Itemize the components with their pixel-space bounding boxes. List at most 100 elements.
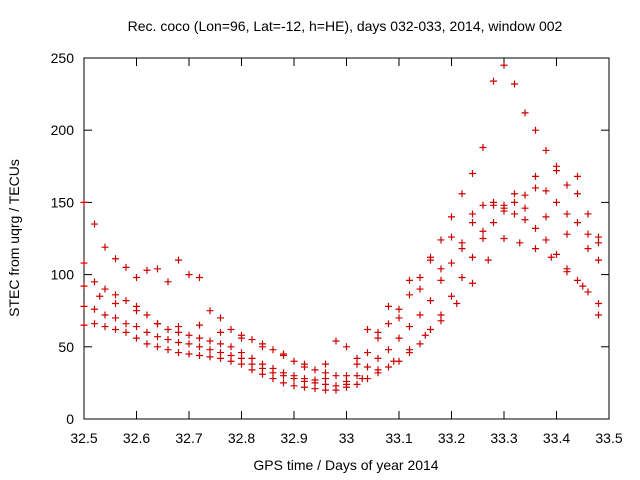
data-point — [521, 191, 529, 199]
data-point — [164, 346, 172, 354]
data-point — [217, 349, 224, 357]
data-point — [532, 184, 539, 192]
data-point — [353, 380, 361, 388]
data-point — [584, 210, 592, 218]
x-axis-ticks: 32.5 32.6 32.7 32.8 32.9 33 33.1 33.2 33.3 33.4 33… — [70, 58, 623, 446]
data-point — [416, 311, 424, 319]
data-point — [280, 351, 287, 359]
data-point — [248, 336, 256, 344]
data-point — [112, 255, 119, 263]
data-point — [238, 349, 245, 357]
data-point — [574, 219, 581, 227]
data-point — [500, 201, 508, 209]
data-point — [458, 273, 466, 281]
data-point — [154, 265, 161, 273]
data-point — [175, 256, 182, 264]
data-point — [301, 360, 308, 368]
data-point — [385, 346, 392, 354]
data-point — [406, 291, 413, 299]
data-point — [469, 279, 476, 287]
x-tick-label: 33.4 — [543, 430, 570, 446]
data-point — [164, 325, 172, 333]
chart-title: Rec. coco (Lon=96, Lat=-12, h=HE), days … — [128, 18, 563, 34]
data-point — [532, 245, 539, 253]
data-point — [579, 282, 587, 290]
data-point — [101, 323, 109, 331]
data-point — [301, 375, 308, 383]
data-point — [133, 334, 140, 342]
data-point — [143, 340, 151, 348]
data-point — [469, 253, 476, 261]
data-point — [143, 328, 151, 336]
data-point — [227, 351, 235, 359]
y-tick-label: 0 — [66, 411, 74, 427]
data-point — [521, 216, 529, 224]
data-point — [290, 372, 298, 380]
data-point — [154, 343, 161, 351]
data-point — [553, 250, 560, 258]
x-tick-label: 32.9 — [280, 430, 307, 446]
data-point — [563, 210, 571, 218]
data-point — [542, 187, 550, 195]
x-tick-label: 33.1 — [385, 430, 412, 446]
data-point — [421, 331, 429, 339]
data-point — [469, 210, 476, 218]
data-point — [490, 219, 497, 227]
data-point — [154, 333, 161, 341]
data-point — [406, 323, 413, 331]
data-point — [490, 201, 497, 209]
data-point — [358, 375, 366, 383]
data-point — [584, 288, 592, 296]
data-point — [196, 334, 203, 342]
data-point — [395, 314, 403, 322]
data-point — [80, 282, 88, 290]
x-tick-label: 32.6 — [123, 430, 150, 446]
data-point — [196, 343, 203, 351]
data-point — [91, 278, 98, 286]
data-point — [448, 233, 455, 241]
data-point — [80, 302, 88, 310]
data-points — [80, 61, 602, 394]
data-point — [80, 259, 88, 267]
y-tick-label: 200 — [51, 122, 75, 138]
data-point — [206, 307, 214, 315]
y-tick-label: 50 — [58, 339, 74, 355]
data-point — [122, 320, 130, 328]
data-point — [437, 317, 445, 325]
data-point — [154, 320, 161, 328]
data-point — [511, 80, 518, 88]
y-tick-label: 250 — [51, 50, 75, 66]
data-point — [227, 325, 235, 333]
data-point — [175, 349, 182, 357]
data-point — [479, 201, 487, 209]
data-point — [80, 198, 88, 206]
data-point — [427, 325, 434, 333]
data-point — [196, 351, 203, 359]
data-point — [353, 372, 361, 380]
x-tick-label: 32.5 — [70, 430, 97, 446]
data-point — [343, 343, 350, 351]
data-point — [185, 331, 193, 339]
data-point — [122, 328, 130, 336]
data-point — [112, 299, 119, 307]
data-point — [437, 265, 445, 273]
data-point — [542, 146, 550, 154]
x-axis-label: GPS time / Days of year 2014 — [253, 457, 438, 473]
data-point — [390, 357, 398, 365]
data-point — [290, 382, 298, 390]
data-point — [547, 253, 555, 261]
data-point — [469, 219, 476, 227]
data-point — [133, 273, 140, 281]
data-point — [385, 302, 392, 310]
data-point — [206, 353, 214, 361]
x-tick-label: 33.5 — [595, 430, 622, 446]
data-point — [259, 360, 266, 368]
data-point — [469, 170, 476, 178]
data-point — [101, 285, 109, 293]
data-point — [406, 276, 413, 284]
x-tick-label: 32.8 — [228, 430, 255, 446]
data-point — [248, 354, 256, 362]
data-point — [595, 311, 602, 319]
data-point — [364, 349, 371, 357]
data-point — [196, 273, 203, 281]
